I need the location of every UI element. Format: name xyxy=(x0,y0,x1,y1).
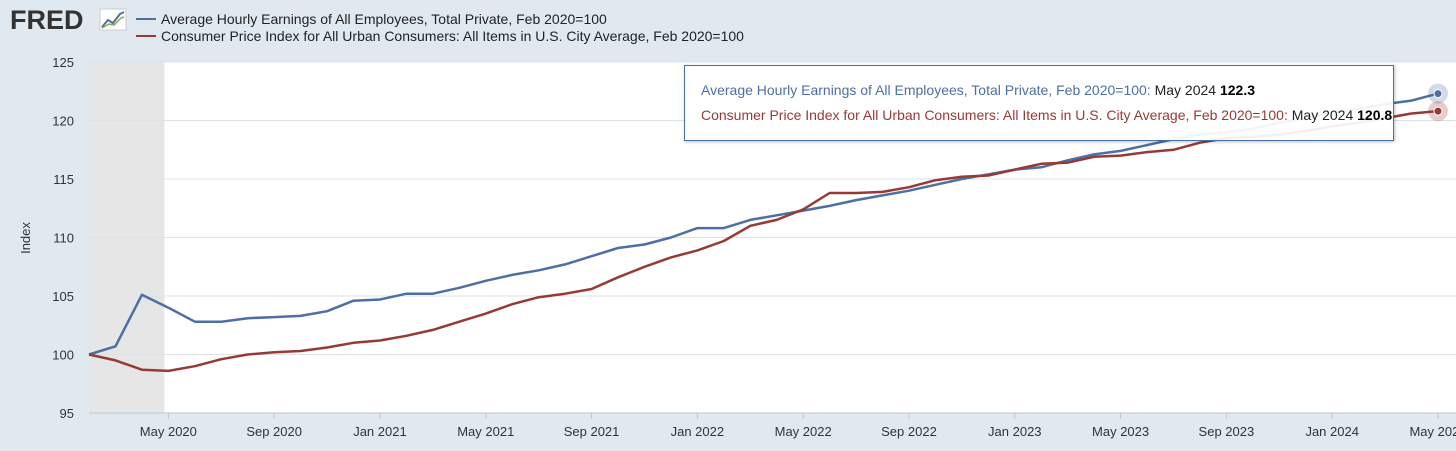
x-tick-label: Jan 2022 xyxy=(671,424,725,439)
x-tick-label: Jan 2024 xyxy=(1305,424,1359,439)
x-tick-label: May 2022 xyxy=(775,424,832,439)
fred-logo[interactable]: FRED xyxy=(10,4,128,34)
y-tick-label: 110 xyxy=(53,231,74,246)
x-tick-label: May 2023 xyxy=(1092,424,1149,439)
y-tick-label: 105 xyxy=(52,289,74,304)
tooltip-row-earnings: Average Hourly Earnings of All Employees… xyxy=(701,82,1255,98)
x-tick-label: May 2024 xyxy=(1409,424,1456,439)
tooltip-label-earnings: Average Hourly Earnings of All Employees… xyxy=(701,82,1151,98)
x-tick-label: Sep 2021 xyxy=(564,424,620,439)
y-tick-label: 100 xyxy=(52,348,74,363)
tooltip-date-cpi: May 2024 xyxy=(1291,107,1354,123)
legend-item-cpi[interactable]: Consumer Price Index for All Urban Consu… xyxy=(136,28,744,44)
legend-label-cpi: Consumer Price Index for All Urban Consu… xyxy=(161,28,744,44)
hover-point-earnings xyxy=(1433,89,1443,99)
legend-label-earnings: Average Hourly Earnings of All Employees… xyxy=(161,11,607,27)
y-tick-label: 95 xyxy=(60,406,74,421)
x-tick-label: Sep 2022 xyxy=(881,424,937,439)
data-tooltip: Average Hourly Earnings of All Employees… xyxy=(684,65,1394,141)
y-axis-label: Index xyxy=(18,222,33,254)
y-tick-label: 120 xyxy=(52,114,74,129)
tooltip-label-cpi: Consumer Price Index for All Urban Consu… xyxy=(701,107,1288,123)
legend-item-earnings[interactable]: Average Hourly Earnings of All Employees… xyxy=(136,11,607,27)
tooltip-value-earnings: 122.3 xyxy=(1219,82,1256,98)
x-tick-label: Jan 2021 xyxy=(353,424,407,439)
x-tick-label: May 2021 xyxy=(457,424,514,439)
x-tick-label: Sep 2023 xyxy=(1199,424,1255,439)
hover-point-cpi xyxy=(1433,106,1443,116)
legend-swatch-cpi xyxy=(136,35,156,37)
trend-line-icon xyxy=(99,8,127,31)
x-tick-label: Sep 2020 xyxy=(246,424,302,439)
x-tick-label: Jan 2023 xyxy=(988,424,1042,439)
x-tick-label: May 2020 xyxy=(140,424,197,439)
legend-swatch-earnings xyxy=(136,18,156,20)
y-tick-label: 115 xyxy=(53,172,74,187)
tooltip-value-cpi: 120.8 xyxy=(1357,107,1393,123)
tooltip-row-cpi: Consumer Price Index for All Urban Consu… xyxy=(701,107,1392,123)
tooltip-date-earnings: May 2024 xyxy=(1154,82,1217,98)
y-tick-label: 125 xyxy=(52,55,74,70)
fred-logo-text: FRED xyxy=(10,5,84,34)
